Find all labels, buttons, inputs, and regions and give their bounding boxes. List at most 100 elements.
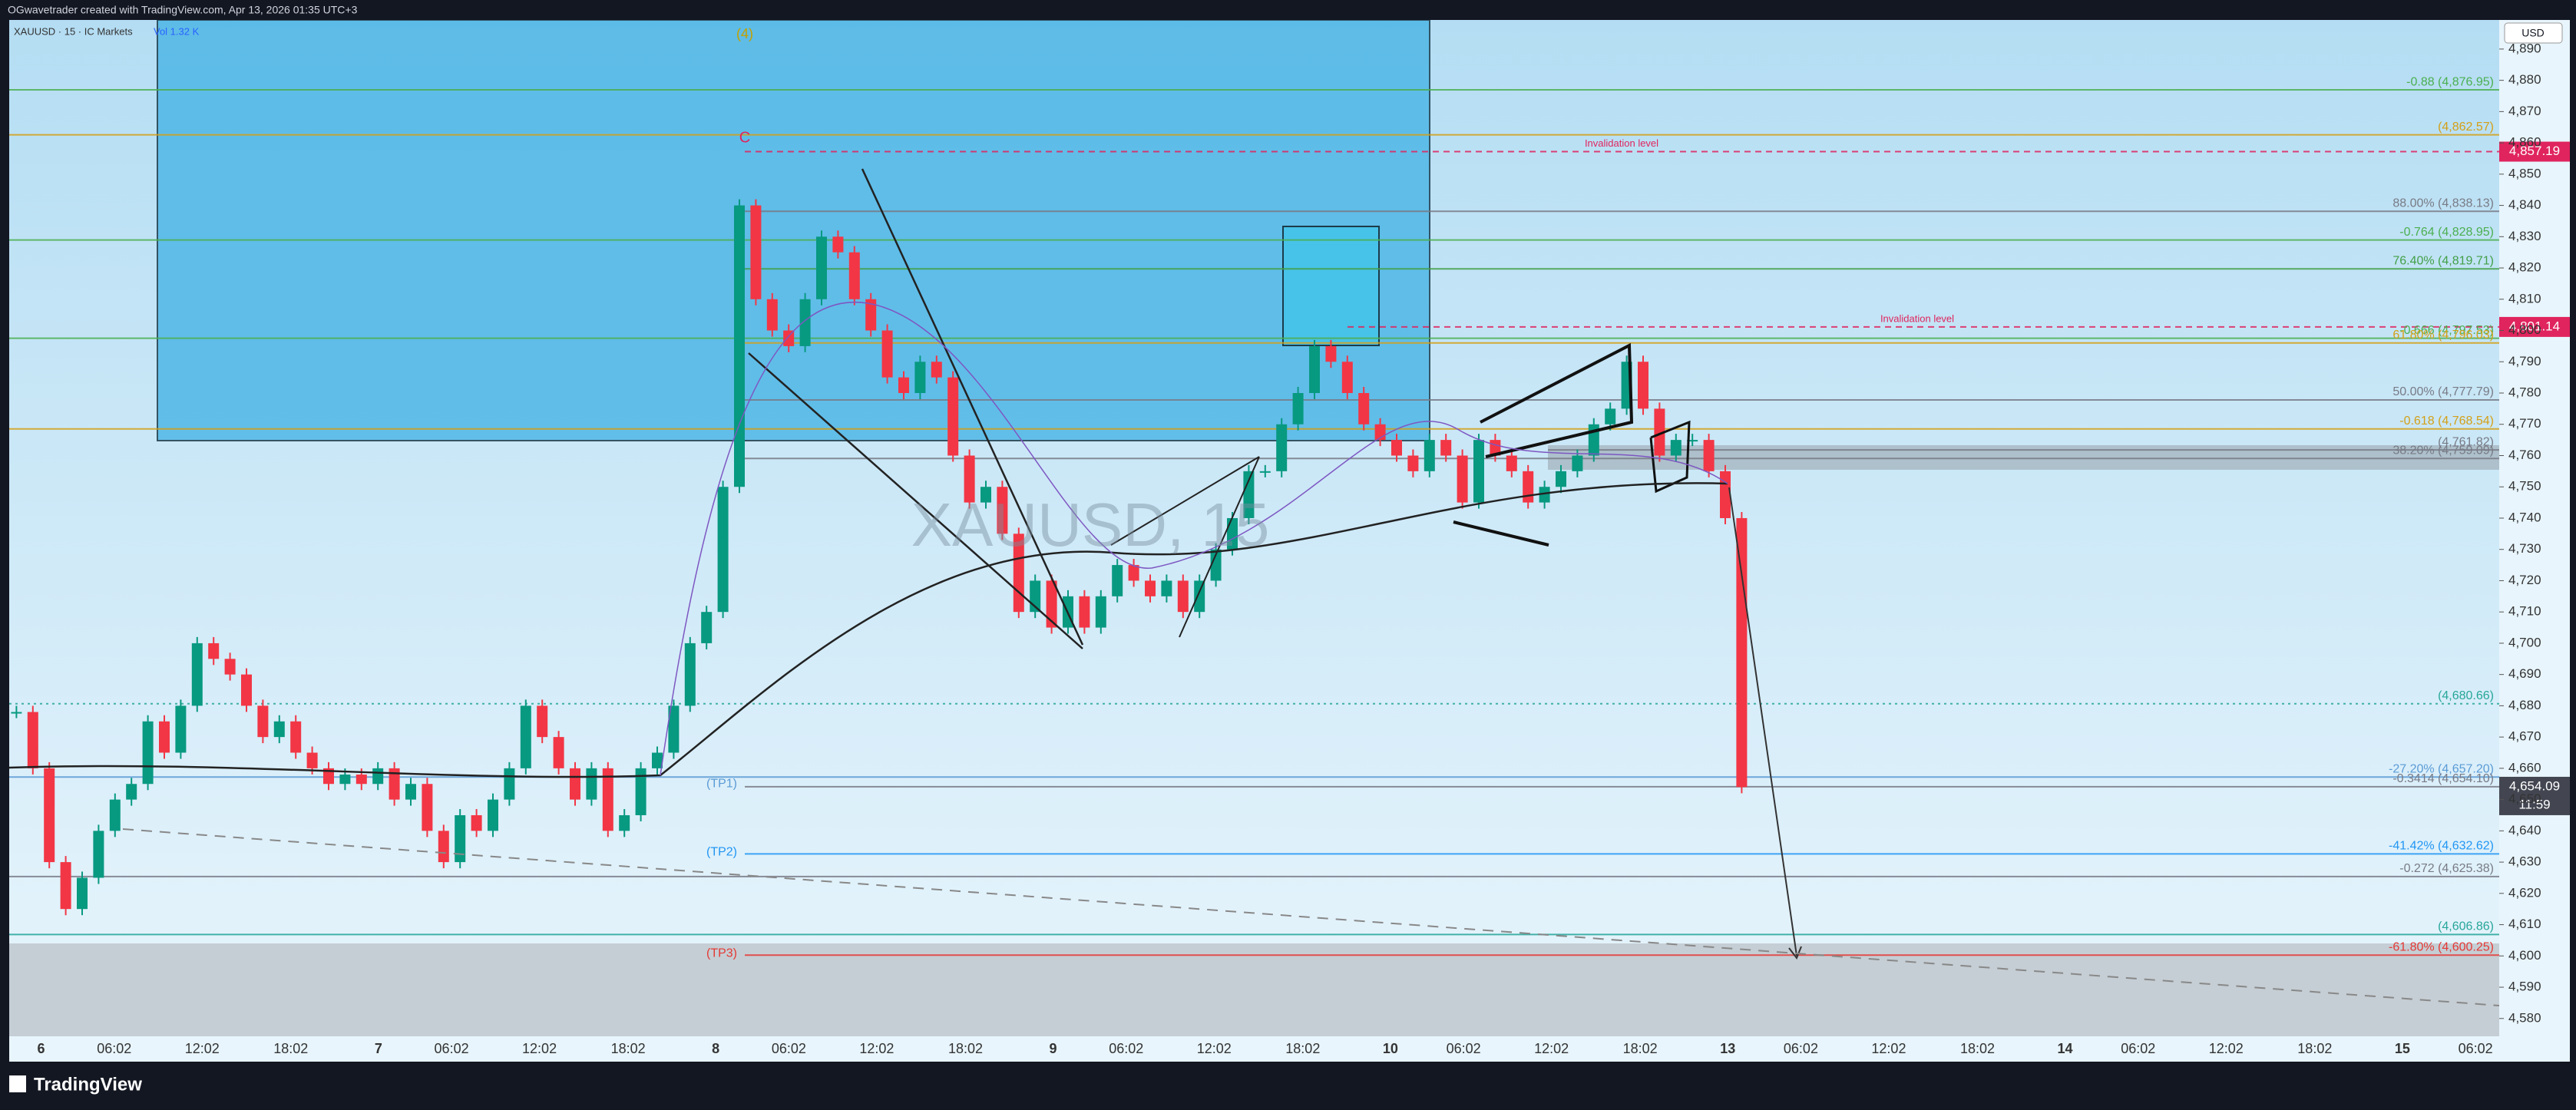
y-tick-label: 4,840 xyxy=(2508,197,2541,212)
candle xyxy=(931,362,942,378)
levels: -0.88 (4,876.95) (4,862.57) Invalidation l… xyxy=(9,75,2570,960)
x-tick-label: 06:02 xyxy=(772,1041,806,1056)
last-price-tag xyxy=(2499,776,2570,815)
candle xyxy=(1341,362,1353,394)
candle xyxy=(1572,455,1583,471)
level-label: (4,680.66) xyxy=(2438,689,2494,702)
candle xyxy=(471,814,482,831)
symbol: XAUUSD · 15 · IC Markets xyxy=(14,25,133,37)
arrow-head xyxy=(1788,946,1802,960)
candle xyxy=(1325,345,1337,362)
candle xyxy=(881,330,893,378)
price-tag xyxy=(2499,141,2570,162)
x-tick-label: 18:02 xyxy=(1623,1041,1658,1056)
candle xyxy=(553,737,564,768)
candle xyxy=(405,784,416,800)
y-tick-label: 4,800 xyxy=(2508,322,2541,337)
projection-arrow xyxy=(1728,487,1797,956)
candle xyxy=(750,205,762,299)
x-tick-label: 06:02 xyxy=(2459,1041,2493,1056)
y-tick-label: 4,820 xyxy=(2508,260,2541,275)
candle xyxy=(1227,517,1238,550)
x-day-label: 7 xyxy=(375,1041,382,1056)
candle xyxy=(1736,517,1748,788)
candle xyxy=(865,299,877,331)
candle xyxy=(1210,549,1222,581)
candle xyxy=(1095,596,1106,628)
price-ticks: 4,580 4,590 4,600 4,610 4,620 4,630 4,640 4,650… xyxy=(2499,41,2541,1025)
zone-box xyxy=(157,19,1430,441)
y-tick-label: 4,750 xyxy=(2508,479,2541,494)
y-tick-label: 4,770 xyxy=(2508,416,2541,431)
trendline xyxy=(861,168,1084,646)
logo xyxy=(9,1075,26,1092)
candle xyxy=(1145,580,1156,596)
candle xyxy=(438,831,449,863)
x-tick-label: 12:02 xyxy=(1197,1041,1232,1056)
candle xyxy=(323,768,334,785)
currency-button[interactable] xyxy=(2504,22,2563,44)
last-price-label: 4,654.09 xyxy=(2509,778,2560,793)
candle xyxy=(1654,408,1665,456)
candle xyxy=(389,768,400,800)
candle xyxy=(980,487,991,503)
candle xyxy=(273,721,285,738)
candle xyxy=(422,784,433,831)
y-tick-label: 4,620 xyxy=(2508,885,2541,900)
x-tick-label: 12:02 xyxy=(185,1041,220,1056)
candle xyxy=(355,775,367,785)
y-tick-label: 4,720 xyxy=(2508,573,2541,587)
candle xyxy=(586,768,597,800)
x-tick-label: 18:02 xyxy=(273,1041,308,1056)
candle xyxy=(766,299,778,331)
level-label: (4,761.82) xyxy=(2438,435,2494,448)
flag xyxy=(1649,420,1691,494)
x-tick-label: 18:02 xyxy=(948,1041,983,1056)
price-tag-label: 4,801.14 xyxy=(2509,319,2560,333)
currency[interactable]: USD xyxy=(2521,27,2545,39)
gray-zone xyxy=(9,943,2499,1036)
countdown: 11:59 xyxy=(2518,797,2550,811)
candle xyxy=(77,877,88,910)
candle xyxy=(44,768,55,863)
candle xyxy=(1638,362,1648,409)
level-label: -0.3414 (4,654.10) xyxy=(2392,772,2494,785)
x-tick-label: 06:02 xyxy=(435,1041,469,1056)
y-tick-label: 4,880 xyxy=(2508,72,2541,87)
level-label: 38.20% (4,759.09) xyxy=(2392,444,2494,457)
wave-label: (4) xyxy=(736,26,753,41)
candle xyxy=(701,612,713,643)
level-label: Invalidation level xyxy=(1585,137,1658,149)
moving-average xyxy=(8,482,1728,778)
candle xyxy=(1013,534,1024,613)
candle xyxy=(60,862,71,910)
candle xyxy=(1720,471,1731,518)
candle xyxy=(734,205,745,487)
candle xyxy=(1276,424,1288,471)
candle xyxy=(1259,471,1271,473)
candle xyxy=(1391,440,1402,456)
candle xyxy=(1161,580,1172,596)
x-tick-label: 18:02 xyxy=(2297,1041,2332,1056)
level-label: 61.80% (4,796.03) xyxy=(2392,329,2494,342)
candle xyxy=(372,768,384,785)
y-tick-label: 4,860 xyxy=(2508,135,2541,150)
x-tick-label: 12:02 xyxy=(1871,1041,1906,1056)
target-label: (TP1) xyxy=(706,777,737,790)
x-day-label: 8 xyxy=(712,1041,719,1056)
y-tick-label: 4,650 xyxy=(2508,791,2541,806)
y-tick-label: 4,850 xyxy=(2508,166,2541,180)
candle xyxy=(488,799,498,831)
x-tick-label: 06:02 xyxy=(97,1041,131,1056)
level-label: -41.42% (4,632.62) xyxy=(2389,840,2494,853)
candle xyxy=(1358,393,1370,425)
candle xyxy=(1506,455,1517,471)
target-label: (TP2) xyxy=(706,846,737,859)
drawings xyxy=(8,168,2500,1006)
candle xyxy=(241,674,252,706)
candle xyxy=(1194,580,1205,613)
candle xyxy=(1177,580,1189,613)
y-tick-label: 4,790 xyxy=(2508,354,2541,368)
top-bar xyxy=(0,0,2576,20)
